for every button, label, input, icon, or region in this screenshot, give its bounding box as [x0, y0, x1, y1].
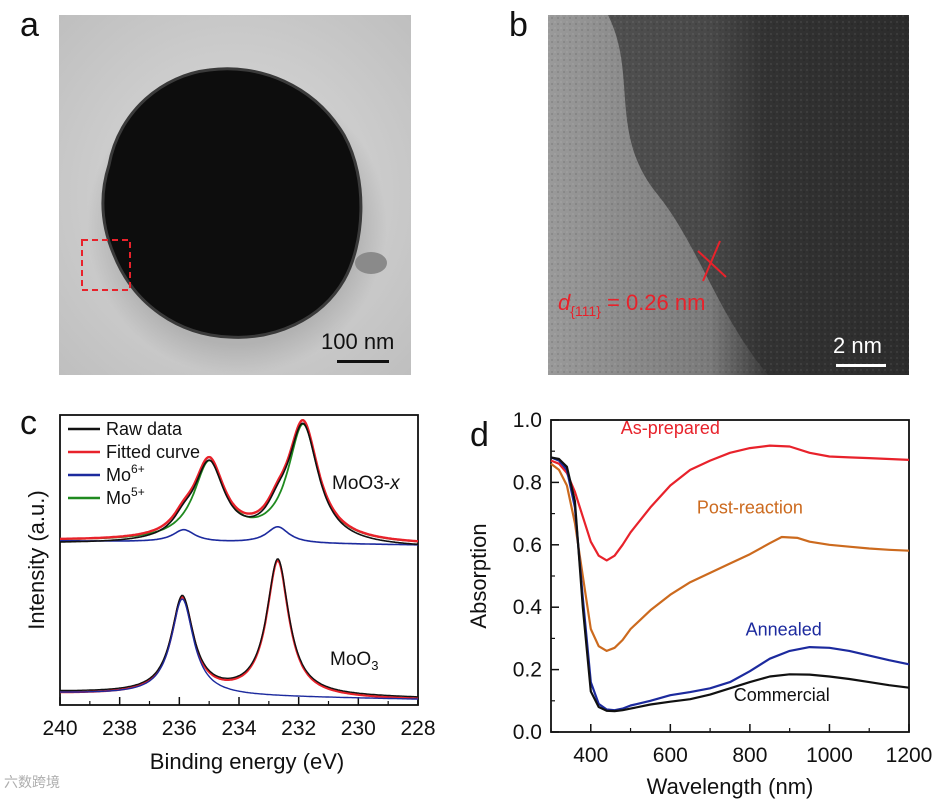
small-particle — [355, 252, 387, 274]
ytick-label-d: 0.4 — [513, 596, 543, 619]
xtick-label-c-240: 240 — [42, 717, 77, 740]
xtick-label-d-800: 800 — [732, 744, 767, 767]
ylabel-c: Intensity (a.u.) — [24, 490, 49, 629]
raw-data-upper — [60, 422, 419, 546]
series-label-post-reaction: Post-reaction — [697, 498, 803, 518]
panel-letter-d: d — [470, 416, 489, 454]
hrtem-image-panel: d{111} = 0.26 nm 2 nm — [548, 15, 909, 375]
lattice-marker-1 — [697, 250, 727, 278]
xtick-label-c-238: 238 — [102, 717, 137, 740]
xps-chart: 240 238 236 234 232 230 228 Binding energy (eV)… — [24, 414, 436, 774]
panel-letter-c: c — [20, 404, 37, 442]
xtick-label-c-234: 234 — [221, 717, 256, 740]
plot-frame-d — [550, 419, 910, 733]
ytick-label-d: 0.8 — [513, 471, 542, 494]
panel-letter-b: b — [509, 6, 528, 44]
ylabel-d: Absorption — [466, 523, 491, 628]
watermark: 六数跨境 — [4, 775, 60, 791]
xtick-label-d-1200: 1200 — [886, 744, 933, 767]
lattice-marker-2 — [702, 240, 721, 282]
scale-bar-a — [337, 360, 389, 363]
d-spacing-label: d{111} = 0.26 nm — [558, 290, 705, 319]
fitted-curve-lower — [60, 559, 419, 700]
series-line-post-reaction — [550, 462, 910, 652]
xtick-label-d-400: 400 — [573, 744, 608, 767]
xlabel-d: Wavelength (nm) — [647, 774, 814, 799]
tem-image — [59, 15, 411, 375]
panel-letter-a: a — [20, 6, 39, 44]
legend-label-0: Raw data — [106, 419, 183, 439]
hrtem-image: d{111} = 0.26 nm — [548, 15, 909, 375]
scale-label-a: 100 nm — [321, 329, 395, 354]
fitted-curve-upper — [60, 418, 419, 543]
xtick-label-d-600: 600 — [653, 744, 688, 767]
series-label-as-prepared: As-prepared — [621, 418, 720, 438]
series-line-as-prepared — [550, 444, 910, 562]
annotation-moo3x: MoO3-x — [332, 473, 401, 494]
ytick-label-d: 0.6 — [513, 534, 542, 557]
ytick-label-d: 0.0 — [513, 721, 542, 744]
mo6-component-upper — [60, 526, 418, 546]
xtick-label-c-236: 236 — [162, 717, 197, 740]
series-label-commercial: Commercial — [734, 685, 830, 705]
annotation-moo3: MoO3 — [330, 649, 378, 673]
selection-box — [81, 239, 131, 291]
xtick-label-c-232: 232 — [281, 717, 316, 740]
series-line-commercial — [550, 456, 910, 713]
scale-label-b: 2 nm — [833, 333, 882, 358]
series-label-annealed: Annealed — [746, 619, 822, 639]
ytick-label-d: 0.2 — [513, 659, 542, 682]
tem-image-panel: 100 nm — [59, 15, 411, 375]
legend-label-3: Mo5+ — [106, 485, 145, 508]
raw-data-lower — [59, 558, 418, 698]
xlabel-c: Binding energy (eV) — [150, 749, 344, 774]
mo6-component-lower-a — [60, 598, 419, 700]
xtick-label-c-230: 230 — [341, 717, 376, 740]
absorption-chart: 400 600 800 1000 1200 0.0 0.2 0.4 0.6 0.8 1.0 Wavel… — [466, 409, 933, 799]
scale-bar-b — [836, 364, 886, 367]
legend-label-2: Mo6+ — [106, 462, 145, 485]
nanosphere — [101, 67, 363, 339]
series-line-annealed — [550, 456, 910, 712]
xtick-label-c-228: 228 — [400, 717, 435, 740]
legend-label-1: Fitted curve — [106, 442, 200, 462]
xtick-label-d-1000: 1000 — [806, 744, 853, 767]
ytick-label-d: 1.0 — [513, 409, 542, 432]
